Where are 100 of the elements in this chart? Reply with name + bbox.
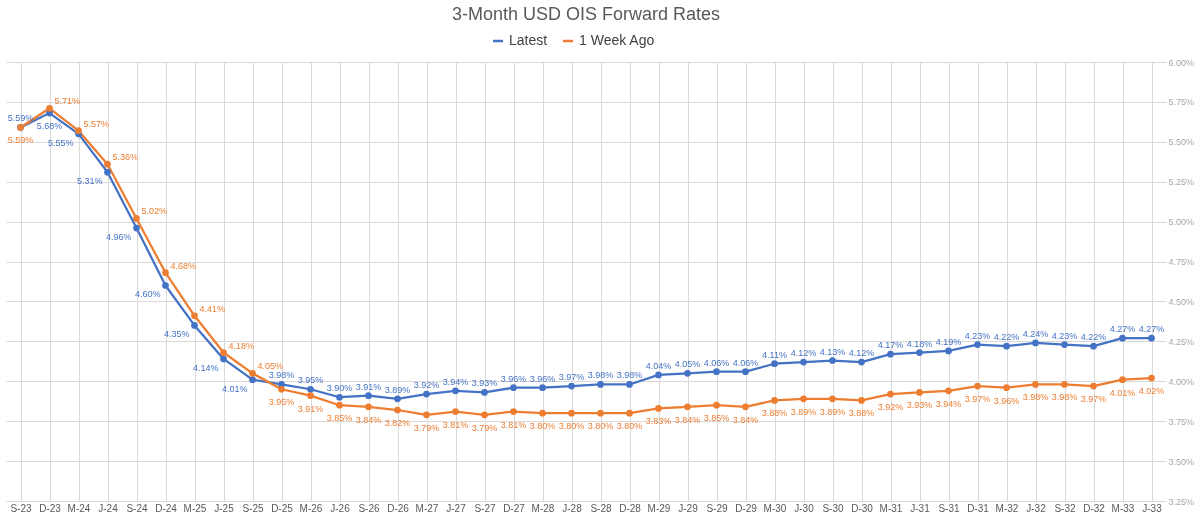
x-tick-label: J-24 (98, 502, 119, 514)
point (1061, 381, 1068, 388)
data-label: 3.82% (384, 418, 411, 429)
data-label: 3.89% (819, 406, 846, 417)
data-label: 4.96% (105, 232, 132, 243)
point (104, 160, 111, 168)
x-tick-label: M-33 (1111, 502, 1135, 514)
point (1032, 339, 1039, 347)
point (742, 368, 749, 376)
x-tick-label: D-27 (503, 502, 526, 514)
point (887, 350, 894, 358)
point (510, 408, 517, 415)
data-label: 5.68% (36, 121, 63, 132)
y-tick-label: 6.00% (1168, 57, 1195, 68)
data-label: 3.92% (413, 380, 440, 391)
point (974, 382, 981, 390)
data-label: 3.84% (355, 414, 382, 425)
point (249, 376, 256, 384)
data-label: 4.18% (906, 338, 933, 349)
point (307, 385, 314, 393)
legend-label: Latest (509, 32, 548, 48)
data-label: 5.71% (54, 96, 81, 107)
chart-title: 3-Month USD OIS Forward Rates (451, 4, 721, 24)
point (1148, 334, 1155, 342)
point (713, 401, 720, 409)
point (191, 322, 198, 329)
data-label: 3.85% (703, 413, 730, 424)
y-tick-label: 5.25% (1168, 177, 1195, 188)
x-tick-label: J-31 (910, 502, 931, 514)
point (858, 358, 865, 366)
data-label: 4.23% (1051, 330, 1078, 341)
point (1119, 334, 1126, 342)
point (829, 357, 836, 364)
point (539, 409, 546, 417)
point (597, 409, 604, 417)
data-label: 3.80% (529, 421, 556, 432)
data-label: 3.79% (471, 422, 498, 433)
point (1148, 374, 1155, 382)
point (1090, 382, 1097, 390)
data-label: 3.96% (529, 373, 556, 384)
x-tick-label: S-28 (590, 502, 612, 514)
point (104, 168, 111, 176)
point (423, 411, 430, 419)
point (1061, 341, 1068, 348)
point (800, 395, 807, 403)
point (539, 384, 546, 392)
data-label: 4.17% (877, 340, 904, 351)
data-label: 3.97% (558, 372, 585, 383)
x-tick-label: S-23 (10, 502, 32, 514)
data-label: 3.89% (384, 384, 411, 395)
x-tick-label: M-27 (415, 502, 439, 514)
point (713, 368, 720, 376)
point (220, 355, 227, 363)
point (1003, 384, 1010, 392)
x-tick-label: M-25 (183, 502, 207, 514)
point (249, 369, 256, 377)
x-tick-label: D-23 (39, 502, 62, 514)
point (684, 369, 691, 377)
point (162, 269, 169, 277)
point (771, 397, 778, 404)
data-label: 3.96% (500, 373, 527, 384)
x-tick-label: M-30 (763, 502, 787, 514)
x-tick-label: S-27 (474, 502, 496, 514)
data-label: 4.27% (1138, 324, 1165, 335)
point (191, 312, 198, 320)
point (916, 349, 923, 356)
data-label: 4.12% (790, 348, 817, 359)
point (133, 224, 140, 232)
point (800, 358, 807, 366)
point (75, 127, 82, 134)
data-label: 4.12% (848, 348, 875, 359)
x-tick-label: S-32 (1054, 502, 1076, 514)
point (46, 104, 53, 112)
x-tick-label: D-26 (387, 502, 410, 514)
x-tick-label: M-32 (995, 502, 1019, 514)
data-label: 3.83% (645, 416, 672, 427)
point (626, 381, 633, 388)
x-tick-label: J-28 (562, 502, 583, 514)
x-tick-label: M-29 (647, 502, 671, 514)
data-label: 3.95% (268, 397, 295, 408)
point (626, 409, 633, 417)
data-label: 5.59% (7, 135, 34, 146)
x-tick-label: D-30 (851, 502, 874, 514)
point (945, 347, 952, 355)
data-label: 3.84% (732, 414, 759, 425)
x-tick-label: J-30 (794, 502, 815, 514)
data-label: 4.41% (199, 303, 226, 314)
point (568, 382, 575, 390)
data-label: 5.55% (47, 137, 74, 148)
x-tick-label: J-33 (1142, 502, 1163, 514)
point (655, 371, 662, 379)
point (336, 401, 343, 409)
data-label: 4.22% (1080, 332, 1107, 343)
y-tick-label: 3.25% (1168, 496, 1195, 507)
point (829, 395, 836, 403)
x-tick-label: J-26 (330, 502, 351, 514)
point (394, 395, 401, 403)
data-label: 3.85% (326, 413, 353, 424)
point (742, 403, 749, 411)
data-label: 4.11% (762, 349, 787, 360)
